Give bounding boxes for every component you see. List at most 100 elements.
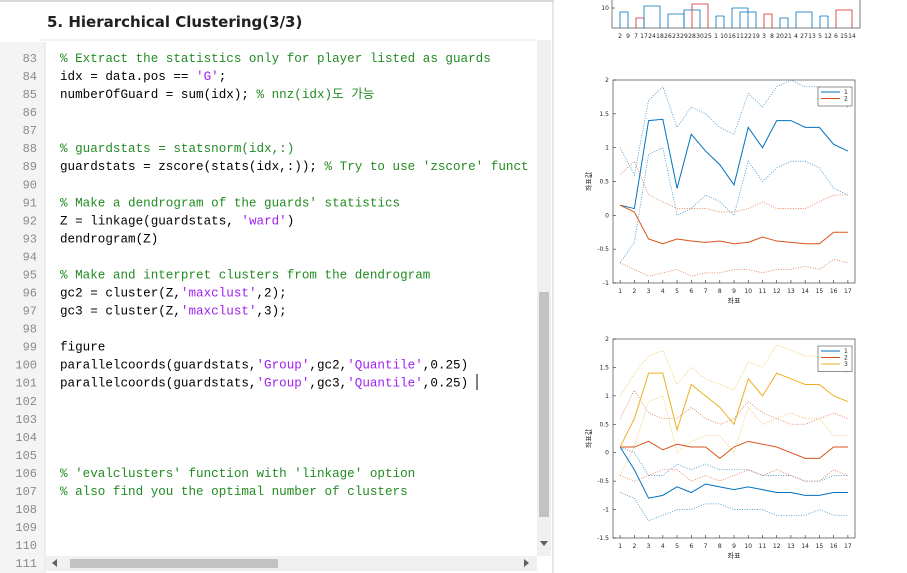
dendrogram-link [619,11,629,28]
median-line [620,118,849,210]
median-line [619,446,848,499]
y-tick-label: 10 [601,5,609,12]
y-tick-label: -0.5 [597,478,609,485]
code-token: % guardstats = statsnorm(idx,:) [60,142,294,156]
x-tick-label: 17 [844,543,852,550]
dendrogram-link [835,9,853,28]
y-tick-label: 0 [605,212,609,219]
code-token: % Make and interpret clusters from the d… [60,268,430,282]
leaf-label: 9 [626,33,630,40]
code-token: % also find you the optimal number of cl… [60,485,408,499]
leaf-label: 27 [800,33,808,40]
x-tick-label: 12 [773,288,781,295]
line-number: 109 [15,521,37,535]
y-tick-label: 0.5 [599,421,609,428]
leaf-label: 22 [744,33,752,40]
x-tick-label: 11 [759,543,767,550]
line-number: 101 [15,377,37,391]
x-tick-label: 9 [732,288,736,295]
scroll-down-arrow[interactable] [540,541,548,546]
leaf-label: 29 [680,33,688,40]
line-number: 108 [15,503,37,517]
leaf-label: 13 [808,33,816,40]
line-number: 92 [23,214,37,228]
axes-box [612,79,856,284]
line-number: 87 [23,124,37,138]
x-tick-label: 11 [759,288,767,295]
line-number: 93 [23,232,37,246]
line-number: 85 [23,88,37,102]
dendrogram-link [795,11,813,28]
dendrogram-link [819,15,829,28]
leaf-label: 14 [848,33,856,40]
leaf-label: 1 [714,33,718,40]
editor-panel [0,0,553,573]
code-line: % 'evalclusters' function with 'linkage'… [60,467,415,481]
scroll-thumb[interactable] [539,292,549,517]
code-line: % guardstats = statsnorm(idx,:) [60,142,294,156]
x-tick-label: 14 [801,543,809,550]
code-area[interactable]: % Extract the statistics only for player… [60,52,529,499]
code-line: % Make a dendrogram of the guards' stati… [60,196,400,210]
leaf-label: 11 [736,33,744,40]
scroll-right-arrow[interactable] [524,559,529,567]
y-tick-label: -1.5 [597,535,609,542]
x-axis-label: 좌표 [728,296,741,305]
code-token: parallelcoords(guardstats, [60,377,257,391]
quantile-line [619,395,848,476]
y-tick-label: 0 [605,450,609,457]
legend-label: 1 [844,348,848,355]
leaf-label: 15 [840,33,848,40]
x-tick-label: 12 [773,543,781,550]
code-token: 'maxclust' [181,287,257,301]
dendrogram-link [731,7,749,28]
leaf-label: 19 [752,33,760,40]
x-tick-label: 7 [704,543,708,550]
median-line [620,440,848,460]
leaf-label: 3 [762,33,766,40]
code-line: gc2 = cluster(Z,'maxclust',2); [60,287,287,301]
x-tick-label: 8 [718,543,722,550]
gutter [0,42,45,573]
x-tick-label: 9 [732,543,736,550]
dendrogram-link [779,17,789,28]
section-title: 5. Hierarchical Clustering(3/3) [47,13,302,31]
x-tick-label: 8 [718,288,722,295]
quantile-line [619,389,849,425]
median-line [619,372,849,448]
figures: 102 9 7 17 24 18 26 23 29 28 30 25 1 10 16 11 22 19 3 8 20 21… [584,0,861,560]
leaf-label: 10 [720,33,728,40]
code-token: dendrogram(Z) [60,232,158,246]
y-tick-label: 1.5 [599,111,609,118]
code-token: 'maxclust' [181,305,257,319]
code-token: ,gc3, [309,377,347,391]
code-token: ,0.25) [423,377,468,391]
line-number: 102 [15,395,37,409]
y-tick-label: -0.5 [597,246,609,253]
y-tick-label: 0.5 [599,179,609,186]
dendrogram-link [715,15,725,28]
line-number: 104 [15,431,37,445]
x-tick-label: 1 [618,288,622,295]
code-token: 'Quantile' [347,377,423,391]
leaf-label: 6 [834,33,838,40]
code-line: guardstats = zscore(stats(idx,:)); % Try… [60,160,529,174]
dendrogram-link [643,5,661,28]
line-number: 95 [23,268,37,282]
x-tick-label: 15 [816,543,824,550]
x-tick-label: 2 [632,288,636,295]
code-token: ,3); [257,305,287,319]
code-line: % Make and interpret clusters from the d… [60,268,430,282]
leaf-label: 20 [776,33,784,40]
y-tick-label: 1 [605,393,609,400]
line-number: 90 [23,178,37,192]
legend-label: 3 [844,361,848,368]
y-axis-label: 좌표값 [584,171,593,191]
scroll-left-arrow[interactable] [52,559,57,567]
quantile-line [619,469,849,482]
dendrogram-link [739,11,757,28]
line-number: 96 [23,287,37,301]
dendrogram-link [691,3,709,28]
h-scroll-thumb[interactable] [70,559,278,568]
line-number: 97 [23,305,37,319]
